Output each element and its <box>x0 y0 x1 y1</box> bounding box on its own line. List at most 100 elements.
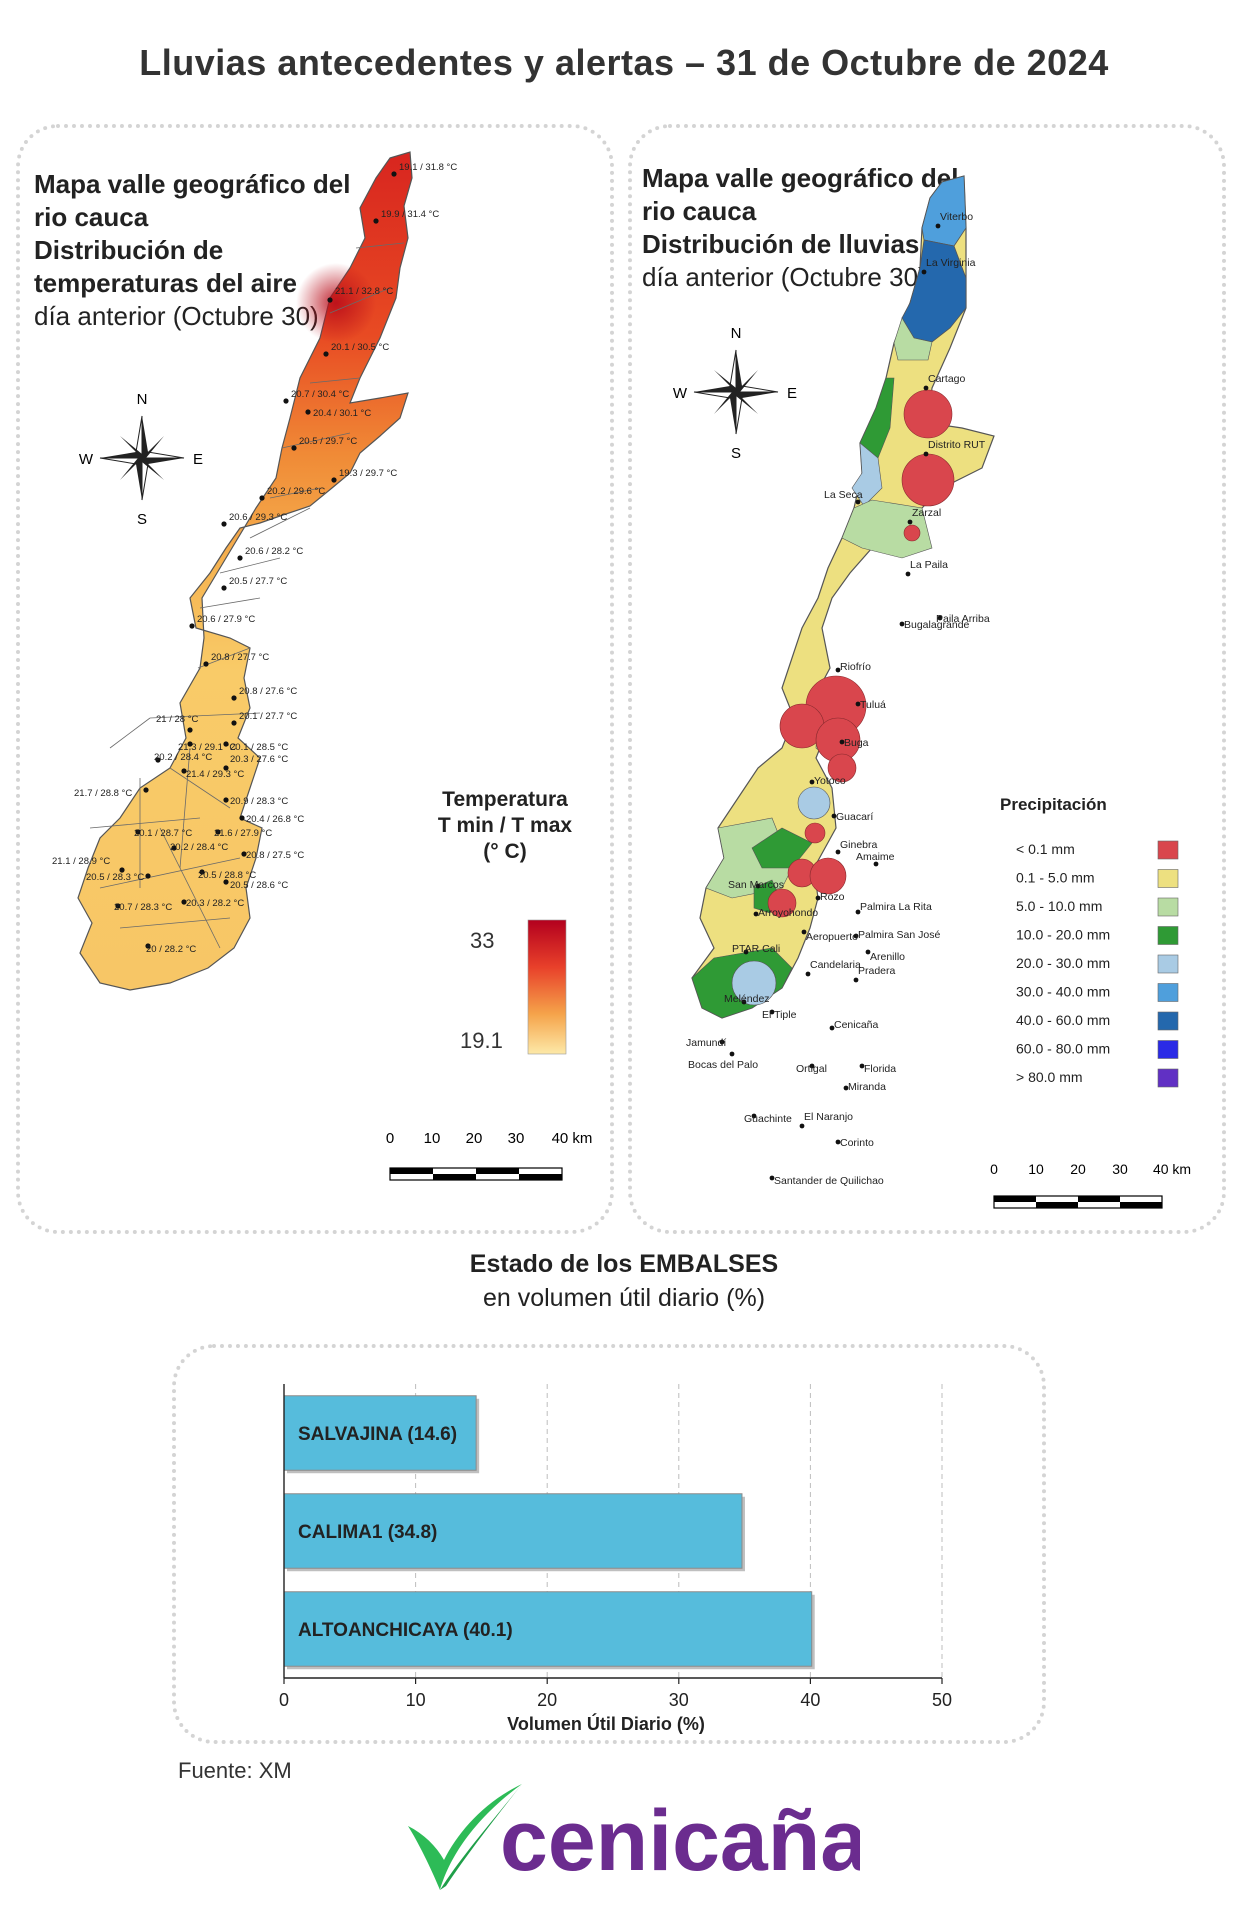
station-dot <box>223 765 229 771</box>
brand-wordmark: cenicaña <box>500 1793 860 1889</box>
place-label: Pradera <box>858 965 896 977</box>
temperature-color-ramp <box>527 919 567 1055</box>
bar-label: SALVAJINA (14.6) <box>298 1424 457 1445</box>
station-dot <box>373 218 379 224</box>
place-label: El Naranjo <box>804 1111 853 1123</box>
station-label: 21.1 / 32.8 °C <box>335 286 393 297</box>
place-label: Buga <box>844 737 869 749</box>
scale-label: 10 <box>1028 1161 1044 1177</box>
station-label: 20.9 / 28.3 °C <box>230 796 288 807</box>
station-dot <box>239 815 245 821</box>
station-label: 20.5 / 28.6 °C <box>230 880 288 891</box>
x-tick-label: 40 <box>800 1690 820 1710</box>
dry-spots <box>767 389 955 918</box>
station-dot <box>391 171 397 177</box>
place-label: Florida <box>864 1063 896 1075</box>
rain-zone <box>893 317 933 361</box>
legend-item-label: 20.0 - 30.0 mm <box>1016 955 1110 971</box>
compass-west-label: W <box>79 451 94 468</box>
scale-label: 30 <box>1112 1161 1128 1177</box>
x-axis-ticks: 0 10 20 30 40 50 <box>279 1678 952 1710</box>
place-dot <box>853 977 859 983</box>
page-title: Lluvias antecedentes y alertas – 31 de O… <box>139 42 1109 83</box>
place-dot <box>835 1139 841 1145</box>
place-label: Cenicaña <box>834 1019 879 1031</box>
station-label: 20.2 / 28.4 °C <box>170 842 228 853</box>
station-dot <box>323 351 329 357</box>
place-dot <box>855 909 861 915</box>
station-dot <box>231 695 237 701</box>
scale-bar: 0 10 20 30 40 km <box>990 1161 1191 1209</box>
station-dot <box>231 720 237 726</box>
place-label: Arroyohondo <box>758 907 818 919</box>
reservoir-bar <box>283 1591 813 1667</box>
place-dot <box>805 971 811 977</box>
x-axis-label: Volumen Útil Diario (%) <box>507 1713 705 1734</box>
place-label: La Seca <box>824 489 863 501</box>
scale-bar: 0 10 20 30 40 km <box>386 1130 592 1181</box>
place-dot <box>751 1113 757 1119</box>
station-label: 21.1 / 28.9 °C <box>52 856 110 867</box>
place-dot <box>839 739 845 745</box>
station-label: 20.6 / 29.3 °C <box>229 512 287 523</box>
station-label: 20.4 / 30.1 °C <box>313 408 371 419</box>
rain-zone <box>751 827 813 869</box>
temperature-map: 19.1 / 31.8 °C 19.9 / 31.4 °C 21.1 / 32.8 … <box>52 151 592 1181</box>
reservoir-chart-panel: SALVAJINA (14.6) CALIMA1 (34.8) ALTOANCHIC… <box>172 1344 1046 1744</box>
place-label: Santander de Quilichao <box>774 1175 884 1187</box>
compass-south-label: S <box>731 445 741 462</box>
place-dot <box>769 1175 775 1181</box>
place-dot <box>815 895 821 901</box>
compass-north-label: N <box>731 325 742 342</box>
place-dot <box>899 621 905 627</box>
place-dot <box>831 813 837 819</box>
compass-east-label: E <box>193 451 203 468</box>
temperature-map-heading: Mapa valle geográfico del rio cauca Dist… <box>34 168 350 333</box>
reservoirs-title: Estado de los EMBALSES <box>469 1250 779 1278</box>
station-label: 20.7 / 28.3 °C <box>114 902 172 913</box>
legend-title: (° C) <box>483 840 526 863</box>
scale-label: 0 <box>990 1161 998 1177</box>
station-label: 21.7 / 28.8 °C <box>74 788 132 799</box>
heading-line: rio cauca <box>34 202 149 232</box>
compass-south-label: S <box>137 511 147 528</box>
legend-max-value: 33 <box>470 928 494 953</box>
station-label: 20.8 / 27.7 °C <box>211 652 269 663</box>
x-tick-label: 30 <box>669 1690 689 1710</box>
station-dot <box>187 727 193 733</box>
place-dot <box>755 883 761 889</box>
legend-swatch <box>1157 926 1179 945</box>
station-label: 20.1 / 30.5 °C <box>331 342 389 353</box>
scale-label: 10 <box>424 1130 441 1147</box>
compass-west-label: W <box>673 385 688 402</box>
place-label: El Tiple <box>762 1009 797 1021</box>
place-dot <box>829 1025 835 1031</box>
legend-swatch <box>1157 1068 1179 1088</box>
legend-title: T min / T max <box>438 814 573 837</box>
place-dot <box>921 269 927 275</box>
legend-item-label: > 80.0 mm <box>1016 1069 1083 1085</box>
station-dot <box>221 521 227 527</box>
station-dot <box>187 741 193 747</box>
station-dot <box>199 869 205 875</box>
station-label: 20.5 / 27.7 °C <box>229 576 287 587</box>
scale-label: 0 <box>386 1130 394 1147</box>
place-label: PTAR Cali <box>732 943 780 955</box>
station-dot <box>305 409 311 415</box>
place-label: Rozo <box>820 891 845 903</box>
heading-line: día anterior (Octubre 30) <box>34 301 319 331</box>
heading-line: Distribución de lluvias <box>642 229 920 259</box>
place-label: Bugalagrande <box>904 619 970 631</box>
precipitation-legend: < 0.1 mm 0.1 - 5.0 mm 5.0 - 10.0 mm 10.0 - … <box>1016 840 1179 1088</box>
place-label: La Virginia <box>926 257 976 269</box>
compass-east-label: E <box>787 385 797 402</box>
place-dot <box>859 1063 865 1069</box>
station-dot <box>181 768 187 774</box>
reservoir-bar <box>283 1395 477 1471</box>
place-label: La Paila <box>910 559 948 571</box>
station-label: 21 / 28 °C <box>156 714 198 725</box>
place-label: Miranda <box>848 1081 886 1093</box>
scale-label: 40 km <box>1153 1161 1191 1177</box>
station-label: 20.1 / 28.7 °C <box>134 828 192 839</box>
station-dot <box>115 903 121 909</box>
